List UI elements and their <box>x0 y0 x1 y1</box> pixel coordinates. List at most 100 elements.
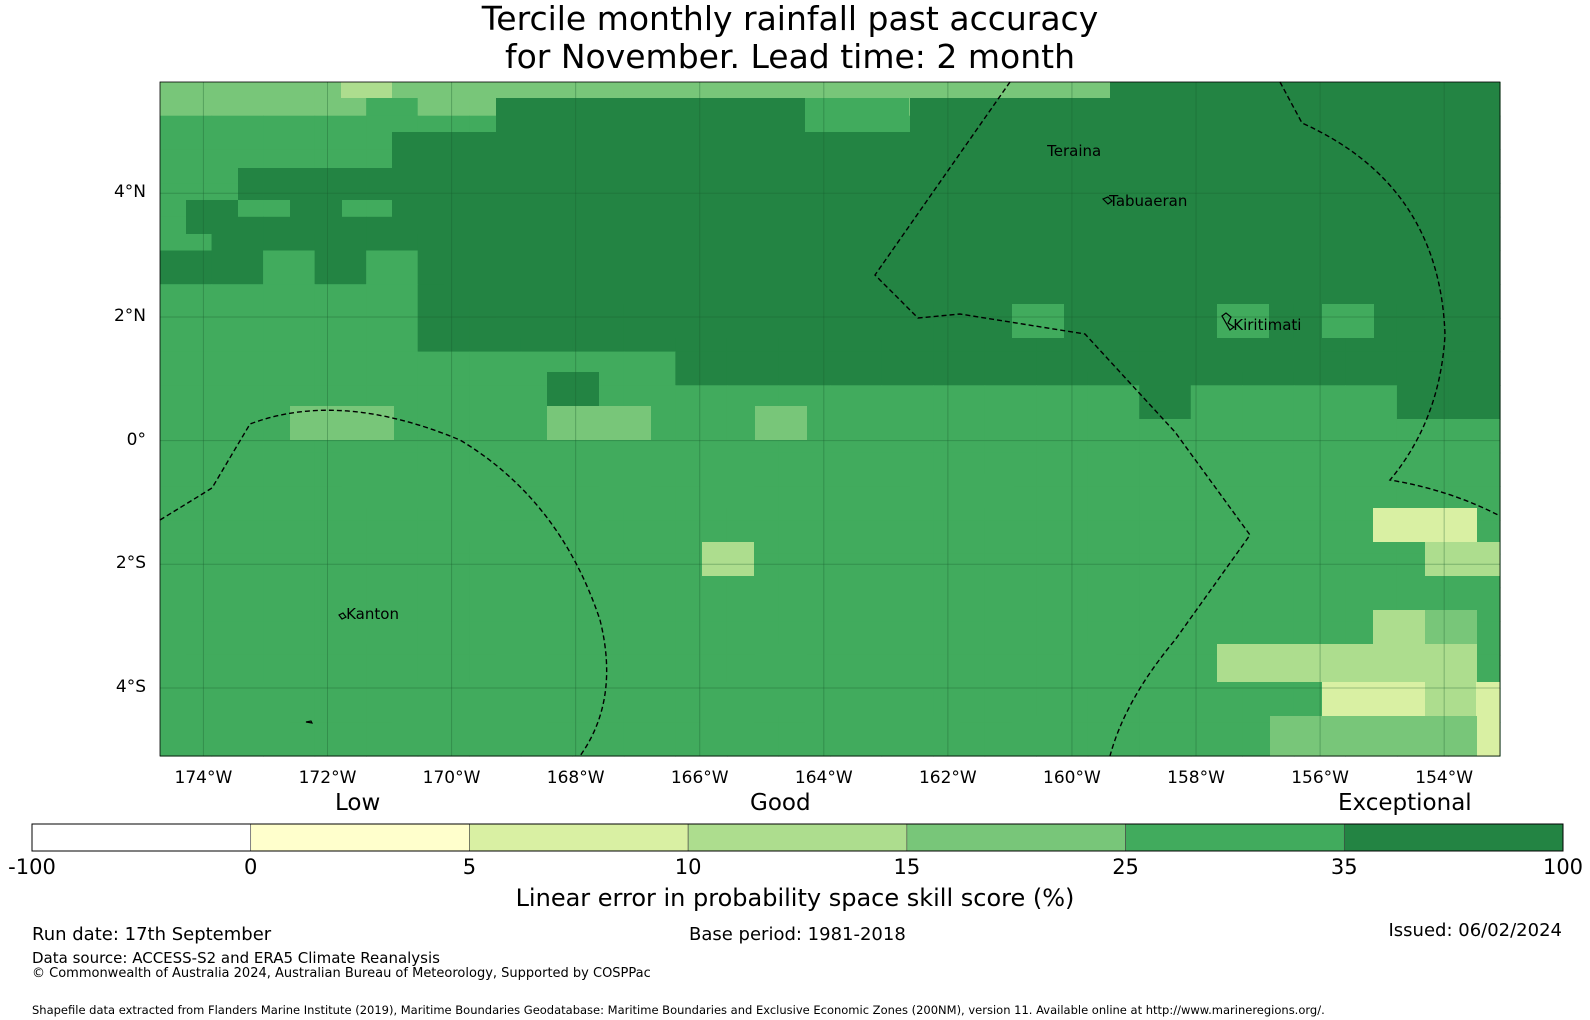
place-label-kiritimati: Kiritimati <box>1233 316 1302 334</box>
skill-cell <box>263 486 316 521</box>
place-label-kanton: Kanton <box>346 605 399 624</box>
colorbar-tick-label: 5 <box>462 855 477 879</box>
skill-cell <box>778 520 831 555</box>
skill-cell <box>1087 419 1140 454</box>
skill-cell <box>1139 621 1192 656</box>
skill-cell <box>933 419 986 454</box>
skill-cell <box>1396 351 1450 386</box>
place-label-tabuaeran: Tabuaeran <box>1109 192 1188 211</box>
skill-cell <box>933 385 986 420</box>
skill-cell <box>211 250 264 285</box>
skill-cell <box>1190 688 1243 723</box>
skill-cell <box>160 520 213 555</box>
skill-cell <box>417 553 470 589</box>
skill-cell <box>1293 486 1346 521</box>
skill-cell <box>881 385 934 420</box>
skill-cell <box>623 621 676 656</box>
skill-cell <box>417 317 470 353</box>
skill-cell <box>1087 587 1140 622</box>
skill-cell <box>211 284 264 319</box>
skill-cell <box>160 317 213 353</box>
skill-cell <box>675 621 728 656</box>
colorbar-title: Linear error in probability space skill … <box>515 884 1075 912</box>
skill-cell <box>830 385 883 420</box>
colorbar-tick-label: -100 <box>8 855 56 879</box>
skill-cell <box>211 82 264 117</box>
skill-cell <box>1293 587 1346 622</box>
skill-cell <box>263 520 316 555</box>
skill-cell <box>314 317 367 353</box>
skill-cell <box>1087 486 1140 521</box>
latitude-tick-label: 2°N <box>113 305 146 326</box>
skill-cell <box>366 351 419 386</box>
skill-cell <box>881 621 934 656</box>
skill-cell <box>1087 688 1140 723</box>
skill-cell <box>830 587 883 622</box>
skill-cell <box>778 452 831 487</box>
skill-cell <box>1242 553 1295 589</box>
skill-cell <box>1190 385 1243 420</box>
skill-cell <box>1242 520 1295 555</box>
colorbar-tick-label: 100 <box>1542 855 1584 879</box>
skill-cell <box>469 351 522 386</box>
skill-cell <box>572 621 625 656</box>
skill-cell <box>778 553 831 589</box>
skill-cell <box>1190 587 1243 622</box>
skill-cell <box>933 520 986 555</box>
skill-cell <box>881 419 934 454</box>
skill-cell <box>1396 385 1450 420</box>
skill-cell <box>830 486 883 521</box>
skill-cell <box>263 250 316 285</box>
skill-cell <box>160 82 213 117</box>
skill-cell <box>1190 553 1243 589</box>
skill-cell <box>984 654 1037 690</box>
skill-cell <box>830 351 883 386</box>
skill-cell <box>881 520 934 555</box>
skill-cell <box>314 654 367 690</box>
skill-cell <box>830 553 883 589</box>
skill-cell <box>211 553 264 589</box>
skill-cell <box>263 82 316 117</box>
skill-cell <box>830 452 883 487</box>
skill-cell <box>211 587 264 622</box>
skill-cell <box>675 385 728 420</box>
skill-cell <box>933 621 986 656</box>
longitude-tick-label: 154°W <box>1415 768 1474 788</box>
skill-cell <box>160 284 213 319</box>
skill-cell <box>263 317 316 353</box>
colorbar <box>31 823 1564 852</box>
skill-cell <box>160 351 213 386</box>
map-title-line-1: Tercile monthly rainfall past accuracy <box>481 0 1099 38</box>
skill-cell <box>1345 351 1398 386</box>
island-outlines <box>305 196 1236 724</box>
skill-cell <box>417 385 470 420</box>
longitude-tick-label: 172°W <box>298 768 357 788</box>
colorbar-swatch <box>250 823 470 852</box>
colorbar-tick-label: 25 <box>1112 855 1139 879</box>
skill-cell <box>1190 486 1243 521</box>
skill-cell <box>366 250 419 285</box>
skill-cell <box>1293 520 1346 555</box>
skill-cell <box>417 587 470 622</box>
skill-cell <box>314 520 367 555</box>
skill-cell <box>1242 385 1295 420</box>
skill-cell <box>211 621 264 656</box>
skill-cell <box>417 419 470 454</box>
skill-cell <box>1242 587 1295 622</box>
skill-cell <box>1139 654 1192 690</box>
skill-cell <box>211 520 264 555</box>
skill-cell <box>1293 385 1346 420</box>
latitude-tick-label: 4°N <box>113 182 146 203</box>
run-date: Run date: 17th September <box>32 924 272 945</box>
category-exceptional-label: Exceptional <box>1338 790 1472 816</box>
skill-cell <box>1087 452 1140 487</box>
skill-cell <box>1448 385 1501 420</box>
skill-cell <box>1190 520 1243 555</box>
skill-cell <box>1036 520 1089 555</box>
skill-grid-detail <box>160 82 1500 756</box>
skill-cell <box>1139 722 1192 757</box>
skill-cell <box>1190 722 1243 757</box>
skill-cell <box>366 553 419 589</box>
skill-cell <box>314 553 367 589</box>
